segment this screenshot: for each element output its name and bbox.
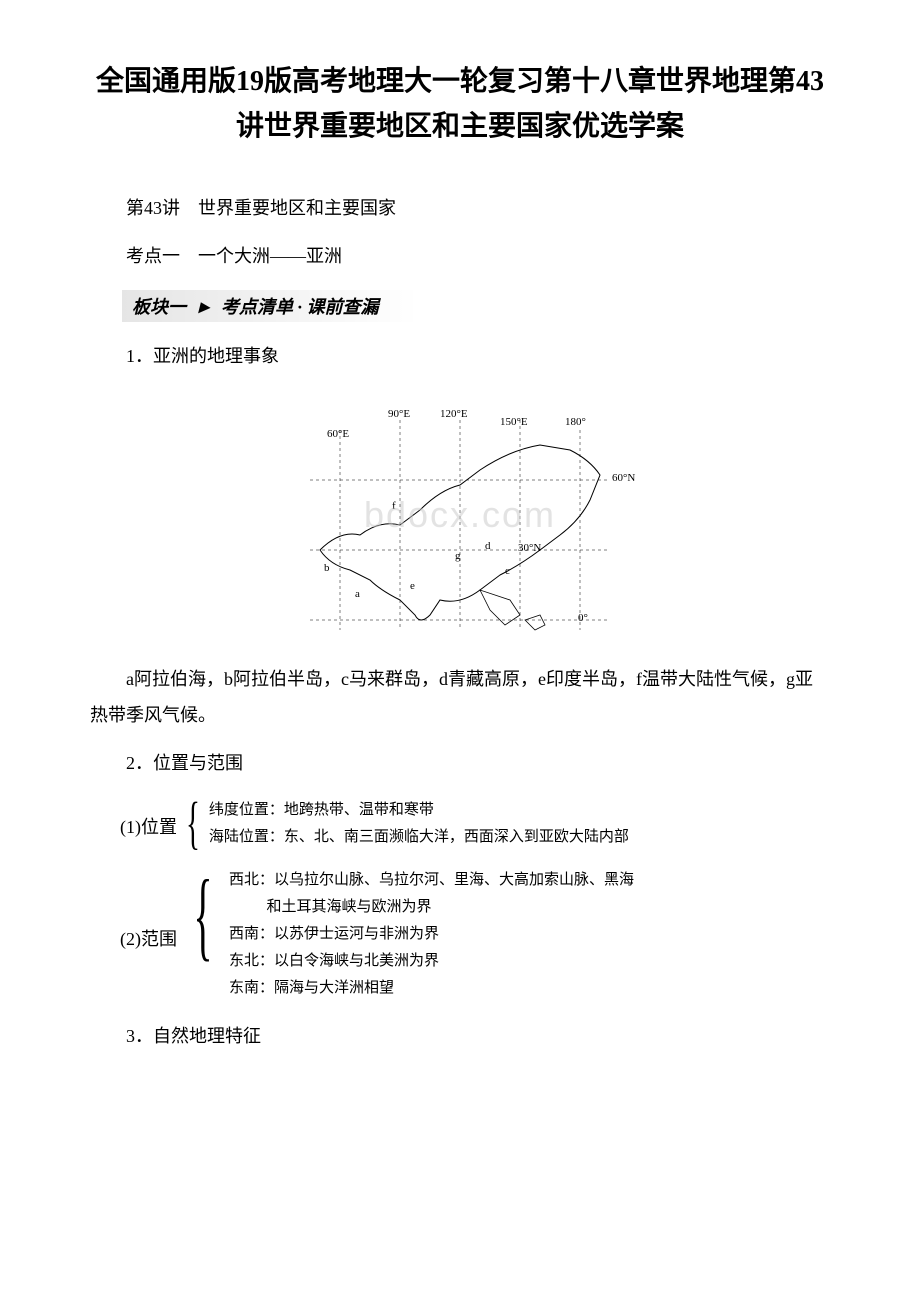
- map-lon-label: 180°: [565, 416, 586, 428]
- section1-heading: 1．亚洲的地理事象: [90, 338, 830, 374]
- map-lon-label: 150°E: [500, 416, 528, 428]
- bracket-icon: {: [193, 867, 212, 962]
- range-line: 和土耳其海峡与欧洲为界: [229, 894, 634, 921]
- bracket-icon: {: [186, 797, 200, 849]
- range-content: 西北：以乌拉尔山脉、乌拉尔河、里海、大高加索山脉、黑海 和土耳其海峡与欧洲为界 …: [229, 867, 634, 1002]
- map-lat-label: 60°N: [612, 472, 635, 484]
- lecture-heading: 第43讲 世界重要地区和主要国家: [90, 190, 830, 226]
- map-lon-label: 90°E: [388, 408, 410, 420]
- position-label: (1)位置: [120, 797, 177, 839]
- map-lon-label: 120°E: [440, 408, 468, 420]
- map-lat-label: 30°N: [518, 542, 541, 554]
- map-region-label: e: [410, 580, 415, 592]
- map-region-label: a: [355, 588, 360, 600]
- map-lat-label: 0°: [578, 612, 588, 624]
- map-region-label: d: [485, 540, 491, 552]
- banner-label-left: 板块一 ▸ 考点清单 · 课前查漏: [122, 290, 419, 322]
- section3-heading: 3．自然地理特征: [90, 1018, 830, 1054]
- map-lon-label: 60°E: [327, 428, 349, 440]
- banner-label-right: 考点清单 · 课前查漏: [221, 297, 379, 317]
- range-line: 西北：以乌拉尔山脉、乌拉尔河、里海、大高加索山脉、黑海: [229, 867, 634, 894]
- range-line: 东南：隔海与大洋洲相望: [229, 975, 634, 1002]
- position-bracket: (1)位置 { 纬度位置：地跨热带、温带和寒带 海陆位置：东、北、南三面濒临大洋…: [120, 797, 830, 851]
- map-description: a阿拉伯海，b阿拉伯半岛，c马来群岛，d青藏高原，e印度半岛，f温带大陆性气候，…: [90, 661, 830, 733]
- range-line: 东北：以白令海峡与北美洲为界: [229, 948, 634, 975]
- map-figure: 60°E 90°E 120°E 150°E 180° 60°N 30°N 0° …: [90, 390, 830, 645]
- range-bracket: (2)范围 { 西北：以乌拉尔山脉、乌拉尔河、里海、大高加索山脉、黑海 和土耳其…: [120, 867, 830, 1002]
- position-line: 海陆位置：东、北、南三面濒临大洋，西面深入到亚欧大陆内部: [209, 824, 629, 851]
- range-line: 西南：以苏伊士运河与非洲为界: [229, 921, 634, 948]
- position-line: 纬度位置：地跨热带、温带和寒带: [209, 797, 629, 824]
- section-banner: 板块一 ▸ 考点清单 · 课前查漏: [122, 290, 830, 322]
- topic-heading: 考点一 一个大洲——亚洲: [90, 238, 830, 274]
- map-region-label: b: [324, 562, 330, 574]
- map-region-label: g: [455, 550, 461, 562]
- asia-map: 60°E 90°E 120°E 150°E 180° 60°N 30°N 0° …: [280, 390, 640, 640]
- document-title: 全国通用版19版高考地理大一轮复习第十八章世界地理第43讲世界重要地区和主要国家…: [90, 60, 830, 150]
- position-content: 纬度位置：地跨热带、温带和寒带 海陆位置：东、北、南三面濒临大洋，西面深入到亚欧…: [209, 797, 629, 851]
- map-region-label: c: [505, 565, 510, 577]
- range-label: (2)范围: [120, 867, 177, 951]
- arrow-icon: ▸: [199, 294, 209, 319]
- section2-heading: 2．位置与范围: [90, 745, 830, 781]
- map-region-label: f: [392, 500, 396, 512]
